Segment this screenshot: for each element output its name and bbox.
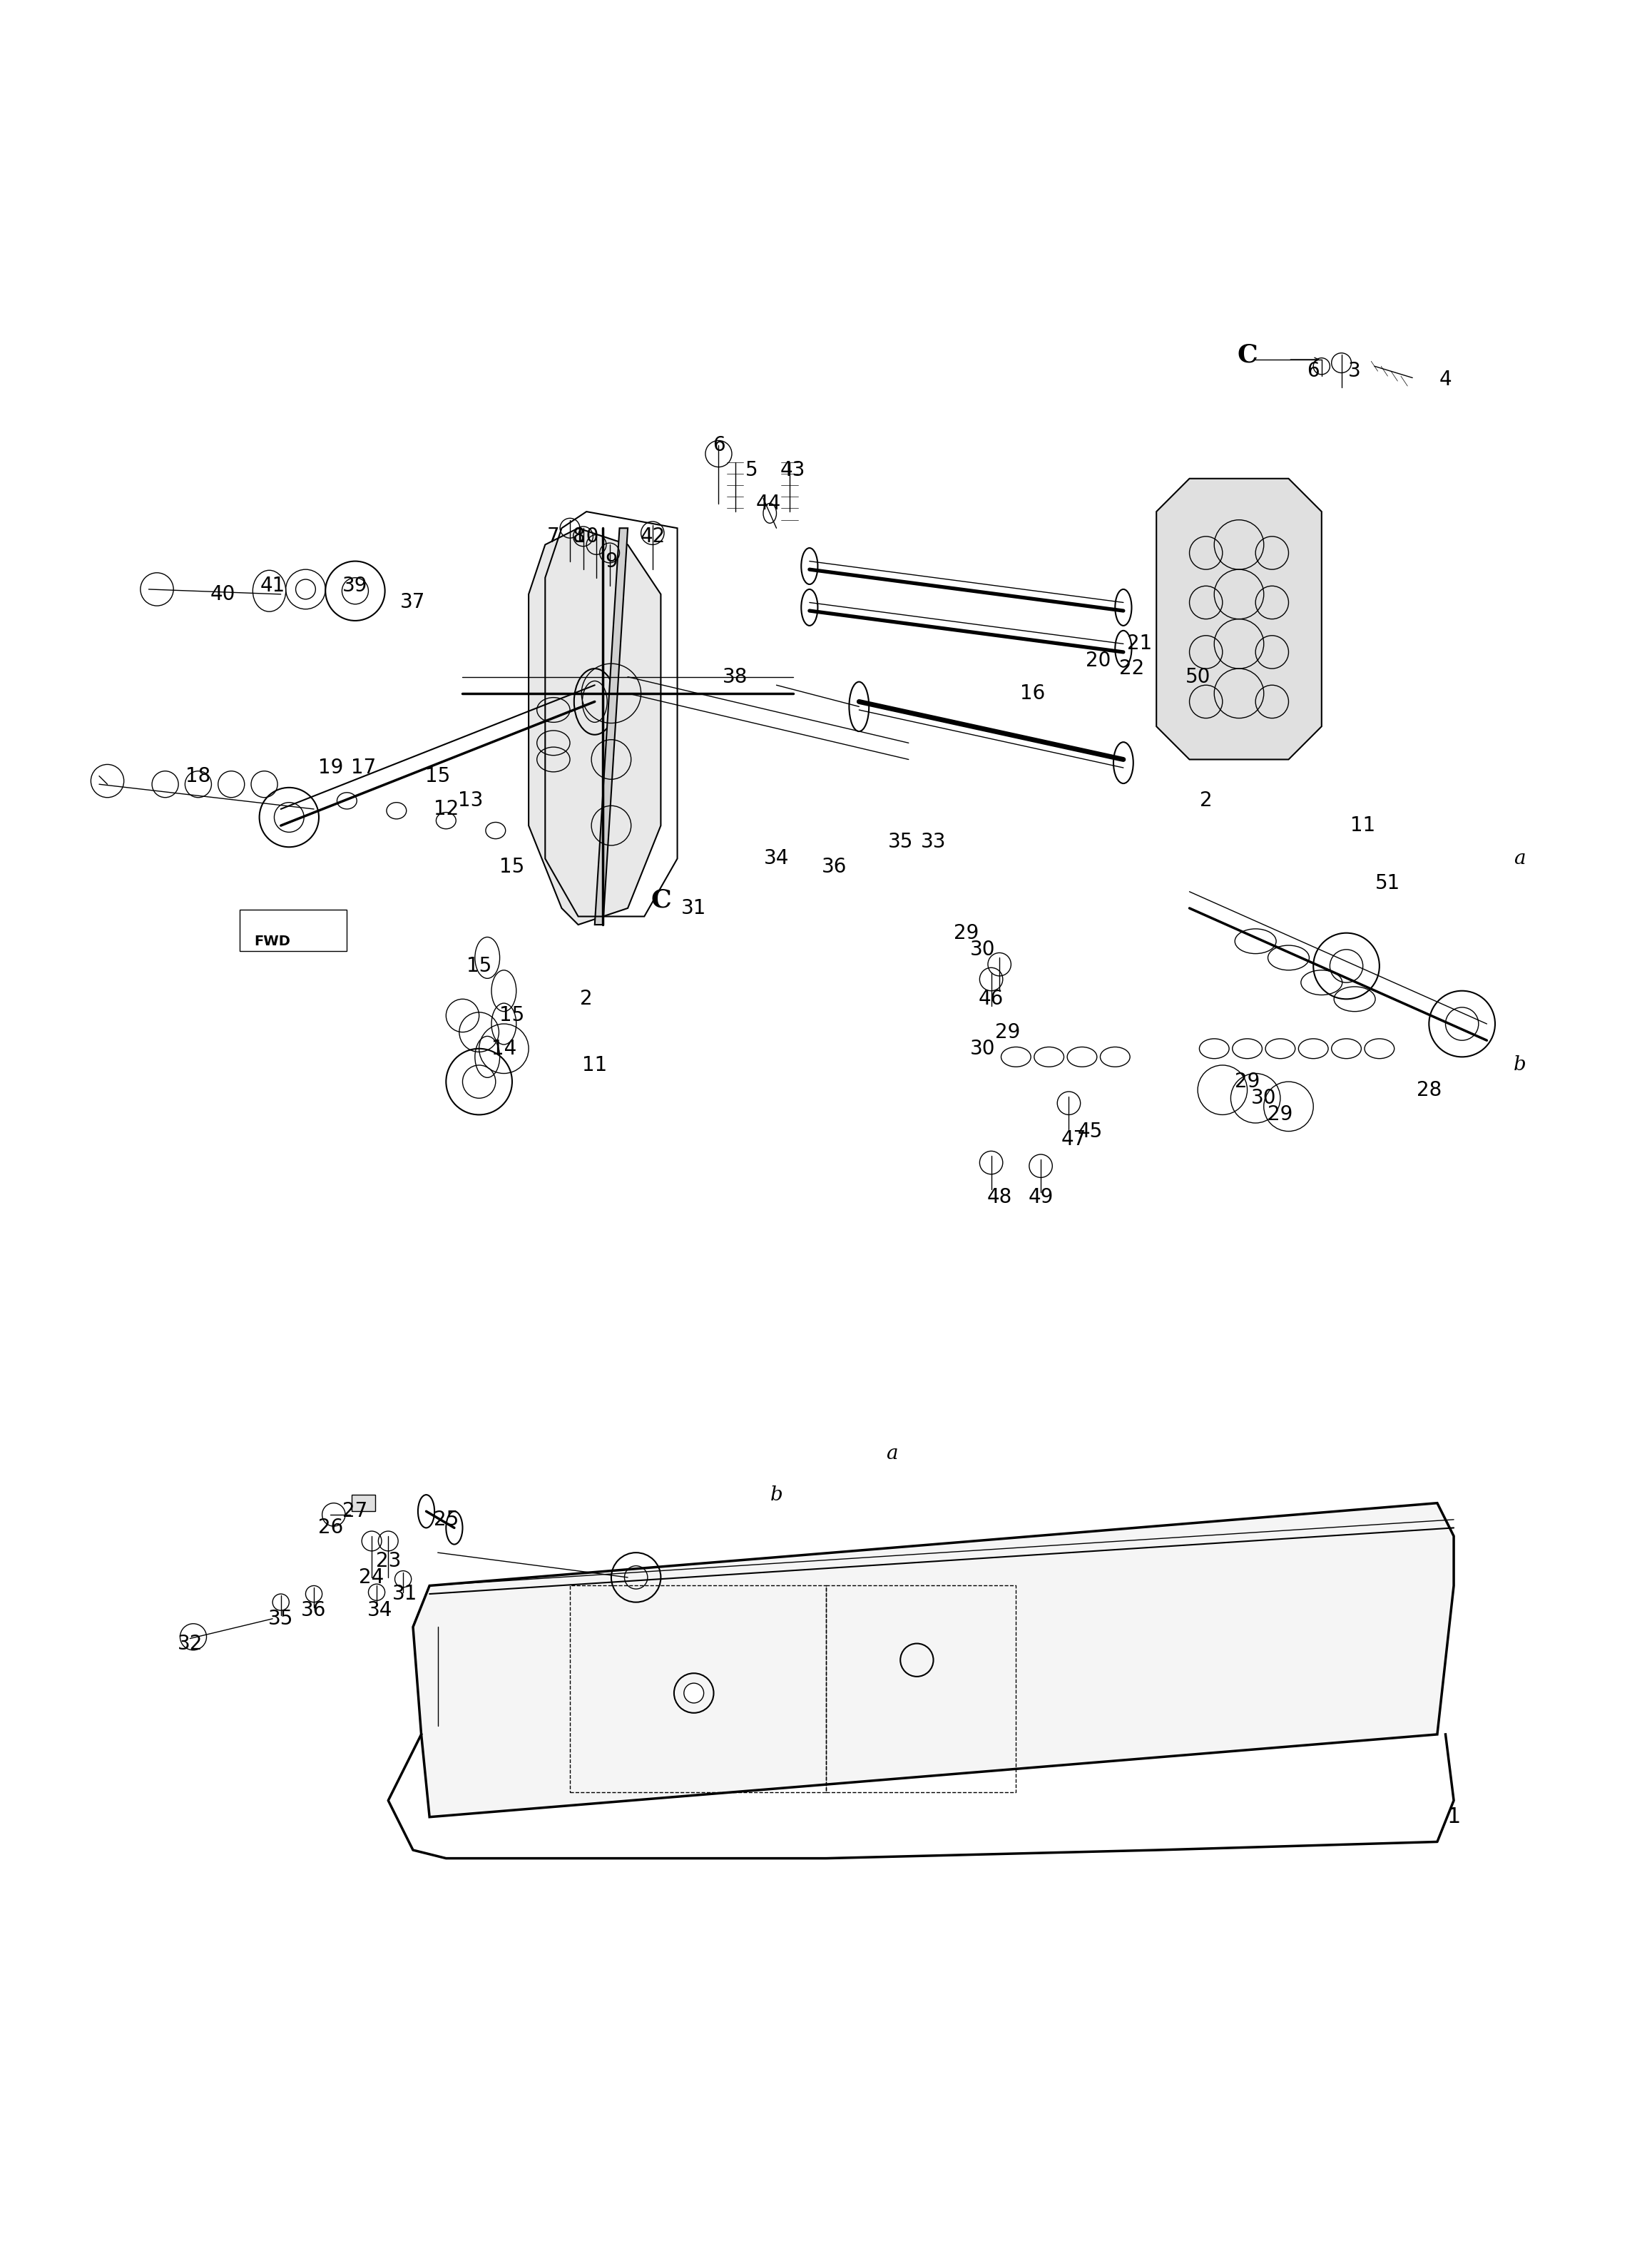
- Text: 15: 15: [425, 766, 451, 786]
- Text: 13: 13: [458, 791, 484, 811]
- Text: 29: 29: [953, 923, 980, 943]
- Text: 15: 15: [499, 858, 525, 876]
- Text: 10: 10: [573, 526, 600, 546]
- Text: 30: 30: [970, 1038, 996, 1058]
- Text: 17: 17: [350, 757, 377, 777]
- Text: 11: 11: [582, 1056, 608, 1076]
- Circle shape: [91, 764, 124, 797]
- Bar: [240, 910, 347, 950]
- Text: 42: 42: [639, 526, 666, 546]
- Text: 50: 50: [1184, 667, 1211, 687]
- Bar: [352, 1496, 375, 1512]
- Text: 18: 18: [185, 766, 211, 786]
- Text: 49: 49: [1028, 1188, 1054, 1208]
- Text: 38: 38: [722, 667, 748, 687]
- Text: 2: 2: [580, 988, 593, 1008]
- Text: 30: 30: [1251, 1089, 1277, 1107]
- Text: 41: 41: [259, 575, 286, 595]
- Text: 24: 24: [358, 1568, 385, 1588]
- Text: 21: 21: [1127, 633, 1153, 654]
- Text: 29: 29: [1267, 1105, 1294, 1125]
- Text: 26: 26: [317, 1518, 344, 1539]
- Text: 1: 1: [1447, 1806, 1460, 1828]
- Text: 15: 15: [499, 1006, 525, 1026]
- Text: 4: 4: [1439, 368, 1452, 389]
- Text: 11: 11: [1350, 815, 1376, 836]
- Text: 8: 8: [572, 526, 585, 546]
- Text: 29: 29: [995, 1022, 1021, 1042]
- Text: 23: 23: [375, 1552, 401, 1570]
- Text: 31: 31: [681, 898, 707, 919]
- Text: 3: 3: [1348, 362, 1361, 382]
- Text: 25: 25: [433, 1509, 459, 1530]
- Text: 2: 2: [1199, 791, 1213, 811]
- Text: 35: 35: [887, 831, 914, 851]
- Text: 37: 37: [400, 593, 426, 613]
- Text: b: b: [1513, 1056, 1526, 1076]
- Text: 33: 33: [920, 831, 947, 851]
- Text: 6: 6: [1307, 362, 1320, 382]
- Text: 7: 7: [547, 526, 560, 546]
- Text: 16: 16: [1019, 683, 1046, 703]
- Text: 9: 9: [605, 550, 618, 570]
- Text: 51: 51: [1374, 874, 1401, 894]
- Polygon shape: [1156, 478, 1322, 759]
- Text: 32: 32: [177, 1633, 203, 1653]
- Circle shape: [684, 1682, 704, 1702]
- Text: 39: 39: [342, 575, 368, 595]
- Text: a: a: [1513, 849, 1526, 869]
- Text: 19: 19: [317, 757, 344, 777]
- Text: 47: 47: [1061, 1130, 1087, 1150]
- Text: 6: 6: [712, 436, 725, 456]
- Text: 28: 28: [1416, 1080, 1442, 1101]
- Text: a: a: [885, 1444, 899, 1462]
- Text: 35: 35: [268, 1608, 294, 1628]
- Text: 36: 36: [301, 1601, 327, 1619]
- Text: 45: 45: [1077, 1121, 1104, 1141]
- Text: C: C: [651, 887, 671, 912]
- Text: 48: 48: [986, 1188, 1013, 1208]
- Text: 36: 36: [821, 858, 847, 876]
- Text: 34: 34: [763, 849, 790, 869]
- Text: 44: 44: [755, 494, 781, 514]
- Text: 27: 27: [342, 1500, 368, 1521]
- Text: 31: 31: [392, 1583, 418, 1604]
- Text: 40: 40: [210, 584, 236, 604]
- Text: 43: 43: [780, 460, 806, 481]
- Text: 15: 15: [466, 957, 492, 977]
- Text: 20: 20: [1085, 651, 1112, 669]
- Text: 22: 22: [1118, 658, 1145, 678]
- Text: 46: 46: [978, 988, 1004, 1008]
- Polygon shape: [413, 1503, 1454, 1817]
- Text: 29: 29: [1234, 1071, 1260, 1092]
- Polygon shape: [595, 528, 628, 925]
- Text: 34: 34: [367, 1601, 393, 1619]
- Text: 12: 12: [433, 800, 459, 820]
- Text: b: b: [770, 1485, 783, 1505]
- Text: C: C: [1237, 341, 1257, 366]
- Text: 30: 30: [970, 939, 996, 959]
- Text: 14: 14: [491, 1038, 517, 1058]
- Text: FWD: FWD: [254, 934, 291, 948]
- Polygon shape: [529, 528, 661, 925]
- Text: 5: 5: [745, 460, 758, 481]
